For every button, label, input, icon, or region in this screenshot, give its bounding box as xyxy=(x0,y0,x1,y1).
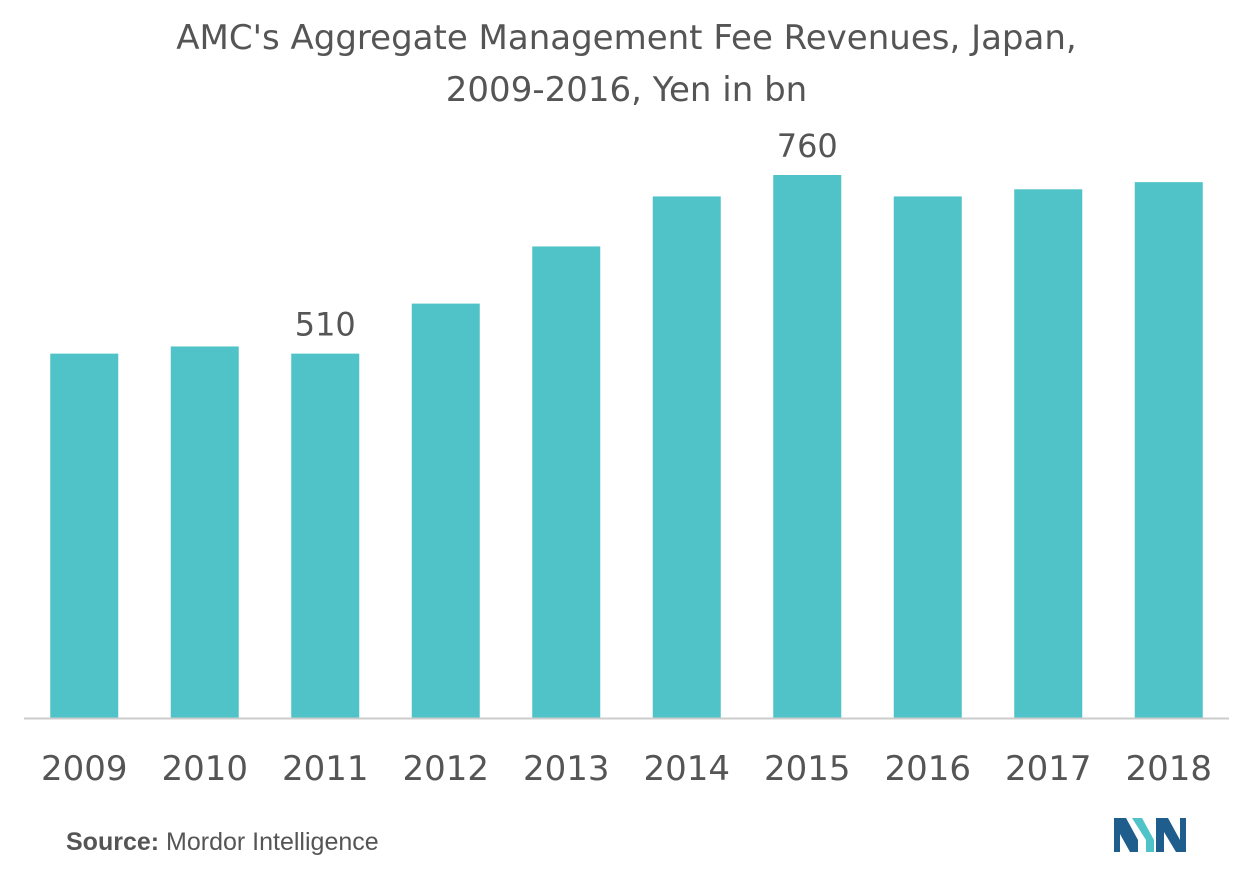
x-tick-label-2017: 2017 xyxy=(1005,749,1092,789)
x-tick-label-2012: 2012 xyxy=(402,749,489,789)
source-label: Source: xyxy=(66,828,160,856)
logo-shape-left xyxy=(1114,818,1138,852)
chart-title: AMC's Aggregate Management Fee Revenues,… xyxy=(0,12,1253,116)
x-tick-label-2013: 2013 xyxy=(523,749,610,789)
x-tick-label-2014: 2014 xyxy=(643,749,730,789)
data-label-2011: 510 xyxy=(295,306,356,344)
x-tick-label-2010: 2010 xyxy=(161,749,248,789)
data-label-2015: 760 xyxy=(777,127,838,165)
x-tick-label-2016: 2016 xyxy=(884,749,971,789)
x-tick-label-2009: 2009 xyxy=(41,749,128,789)
bar-2018 xyxy=(1134,182,1203,719)
logo-shape-right xyxy=(1156,818,1186,852)
bar-2015 xyxy=(773,175,842,718)
x-tick-label-2011: 2011 xyxy=(282,749,369,789)
chart-title-line-1: AMC's Aggregate Management Fee Revenues,… xyxy=(176,18,1077,58)
bar-2010 xyxy=(170,346,239,718)
bar-2016 xyxy=(893,196,962,718)
bar-2017 xyxy=(1014,189,1083,718)
bar-2014 xyxy=(652,196,721,718)
source-note: Source: Mordor Intelligence xyxy=(66,828,379,857)
bar-2011 xyxy=(291,353,360,718)
logo-shape-mid xyxy=(1132,818,1154,852)
bar-2012 xyxy=(411,303,480,718)
bar-2009 xyxy=(50,353,119,718)
chart-title-line-2: 2009-2016, Yen in bn xyxy=(445,70,808,110)
x-tick-label-2018: 2018 xyxy=(1125,749,1212,789)
source-value: Mordor Intelligence xyxy=(166,828,379,856)
x-tick-label-2015: 2015 xyxy=(764,749,851,789)
bar-2013 xyxy=(532,246,601,718)
mordor-logo-icon xyxy=(1114,818,1186,852)
